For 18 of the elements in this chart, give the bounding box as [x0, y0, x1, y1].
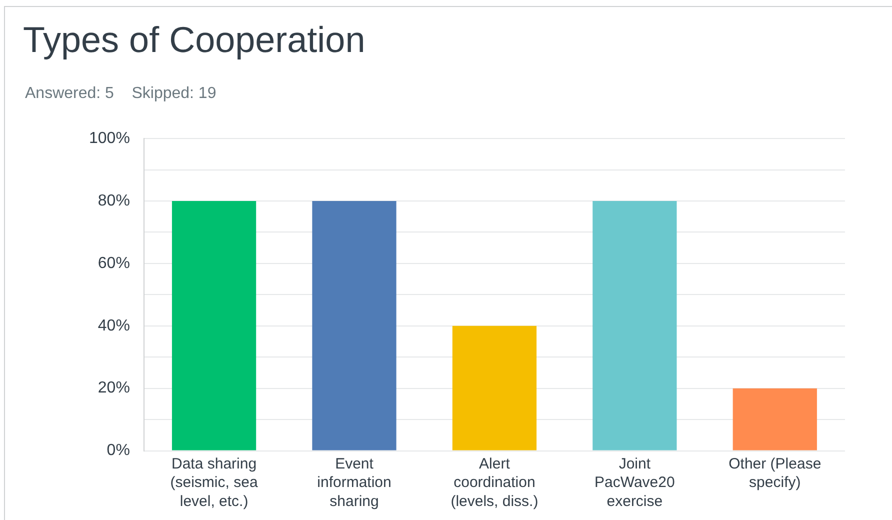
- y-tick-label: 80%: [98, 192, 130, 210]
- bar: [172, 201, 256, 450]
- x-tick-label: Other (Please specify): [728, 455, 822, 492]
- bar: [732, 388, 817, 450]
- bar: [592, 201, 677, 450]
- x-tick-label: Event information sharing: [317, 455, 392, 510]
- chart-subtitle: Answered: 5 Skipped: 19: [25, 85, 216, 103]
- chart-title: Types of Cooperation: [23, 19, 366, 61]
- x-tick-label: Joint PacWave20 exercise: [594, 455, 675, 510]
- y-tick-label: 100%: [89, 130, 130, 148]
- x-tick-label: Alert coordination (levels, diss.): [450, 455, 538, 510]
- bar: [312, 201, 396, 450]
- y-tick-label: 20%: [98, 380, 130, 397]
- y-tick-label: 60%: [98, 254, 130, 272]
- y-tick-label: 0%: [106, 442, 130, 460]
- x-tick-label: Data sharing (seismic, sea level, etc.): [170, 455, 258, 510]
- bar: [452, 326, 537, 450]
- y-tick-label: 40%: [98, 317, 130, 334]
